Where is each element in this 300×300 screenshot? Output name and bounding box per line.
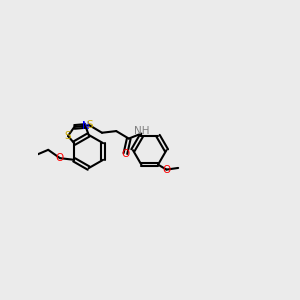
Text: NH: NH [134, 126, 149, 136]
Text: O: O [56, 153, 64, 163]
Text: S: S [65, 131, 71, 141]
Text: O: O [162, 165, 171, 175]
Text: S: S [86, 120, 93, 130]
Text: N: N [82, 121, 89, 131]
Text: O: O [121, 148, 130, 158]
